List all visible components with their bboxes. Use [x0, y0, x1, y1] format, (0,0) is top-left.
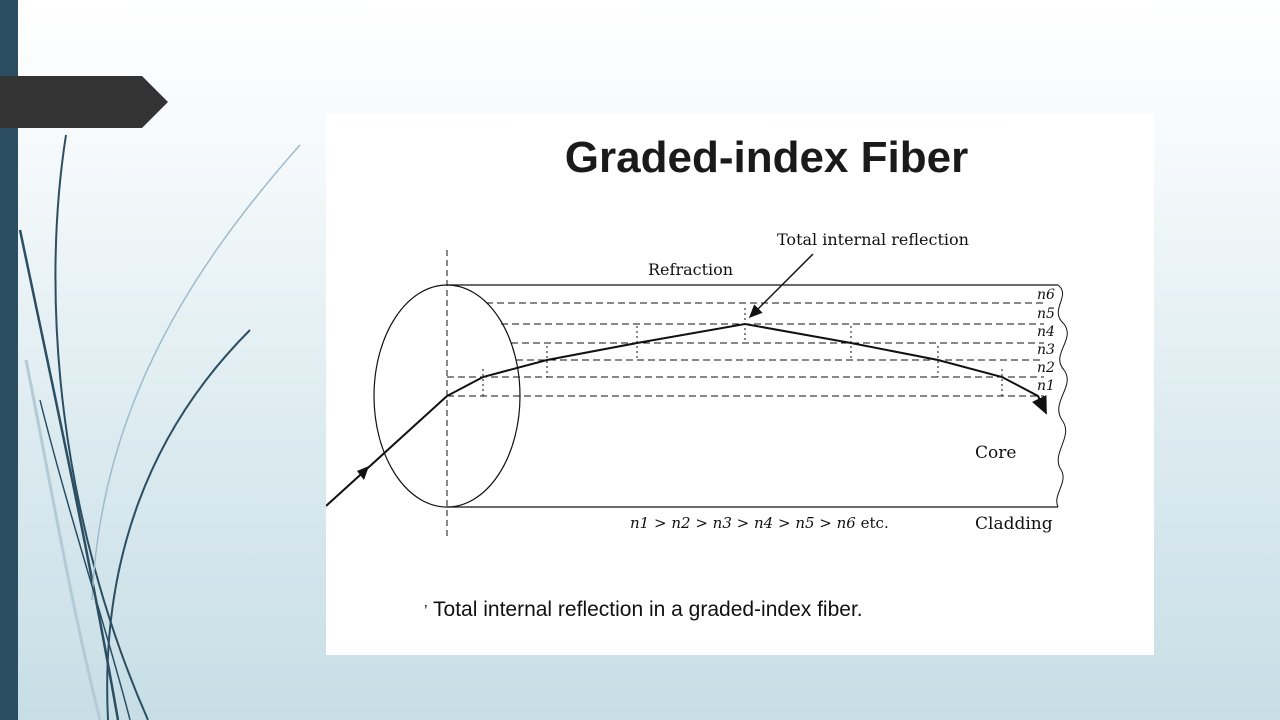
fiber-cut-edge: [1056, 284, 1068, 508]
index-label: n3: [1037, 342, 1055, 358]
incident-ray-arrow: [357, 466, 369, 480]
index-label: n6: [1037, 287, 1055, 303]
normal-dotted-lines: [482, 308, 1003, 396]
index-label: n1: [1037, 378, 1055, 394]
index-labels: n6 n5 n4 n3 n2 n1: [1037, 287, 1055, 394]
index-layer-lines: [447, 302, 1044, 397]
diagram-title: Graded-index Fiber: [564, 133, 969, 182]
label-refraction: Refraction: [648, 260, 733, 279]
label-core: Core: [975, 443, 1016, 463]
index-label: n5: [1037, 306, 1055, 322]
index-label: n4: [1037, 324, 1055, 340]
left-accent-bar: [0, 0, 18, 720]
caption-prefix: ’: [424, 603, 428, 620]
label-total-internal-reflection: Total internal reflection: [777, 230, 969, 249]
diagram-caption: ’ Total internal reflection in a graded-…: [424, 598, 863, 622]
incident-ray: [326, 395, 448, 507]
index-label: n2: [1037, 360, 1055, 376]
index-inequality: n1 > n2 > n3 > n4 > n5 > n6 etc.: [630, 514, 889, 532]
graded-index-fiber-diagram: Total internal reflection Refraction Cor…: [326, 230, 1068, 538]
title-tab-shape: [0, 76, 168, 128]
tir-pointer-arrow: [748, 253, 814, 319]
caption-text: Total internal reflection in a graded-in…: [433, 598, 863, 621]
decorative-curves: [18, 134, 301, 720]
label-cladding: Cladding: [975, 514, 1053, 534]
ray-path: [446, 322, 1047, 415]
